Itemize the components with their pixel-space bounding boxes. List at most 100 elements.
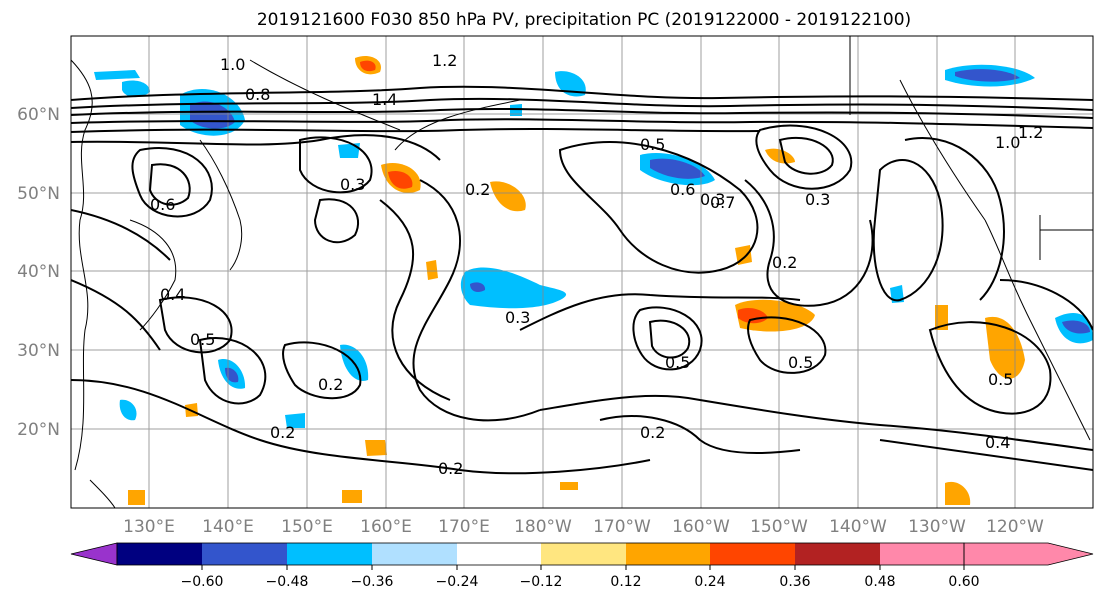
longitude-labels: 130°E 140°E 150°E 160°E 170°E 180°W 170°…: [123, 517, 1044, 537]
colorbar-segment: [117, 543, 202, 565]
contour-label: 0.5: [665, 353, 690, 372]
map-frame: [70, 35, 1094, 509]
precip-area: [490, 181, 526, 212]
precip-area: [94, 70, 140, 80]
contour-label: 0.8: [245, 85, 270, 104]
contour-label: 0.2: [270, 423, 295, 442]
colorbar-tick-label: 0.24: [694, 574, 725, 590]
colorbar-segment: [795, 543, 880, 565]
contour-label: 0.3: [700, 190, 725, 209]
precip-area: [955, 69, 1020, 82]
colorbar-tick-label: 0.12: [610, 574, 641, 590]
precip-area: [128, 490, 145, 505]
precip-area: [738, 307, 768, 324]
colorbar-tick-label: −0.48: [266, 574, 309, 590]
lat-label: 20°N: [17, 420, 60, 440]
precip-area: [122, 80, 150, 98]
lon-label: 130°E: [123, 517, 175, 537]
contour-labels: 1.0 1.2 0.8 0.6 0.4 1.4 0.5 0.3 0.2 0.5 …: [150, 51, 1043, 478]
lat-label: 60°N: [17, 105, 60, 125]
lat-label: 30°N: [17, 341, 60, 361]
lon-label: 120°W: [986, 517, 1044, 537]
lon-label: 180°W: [514, 517, 572, 537]
contour-label: 0.5: [788, 353, 813, 372]
colorbar-tick-label: 0.48: [864, 574, 895, 590]
colorbar-segment: [202, 543, 287, 565]
contour-label: 0.5: [640, 135, 665, 154]
contour-label: 0.5: [988, 370, 1013, 389]
lon-label: 170°W: [593, 517, 651, 537]
contour-label: 1.2: [432, 51, 457, 70]
lat-label: 40°N: [17, 262, 60, 282]
colorbar-segment: [541, 543, 626, 565]
precip-area: [119, 399, 137, 421]
precip-area: [945, 481, 971, 505]
colorbar-segment: [372, 543, 457, 565]
lon-label: 160°E: [360, 517, 412, 537]
contour-label: 0.5: [190, 330, 215, 349]
contour-label: 0.6: [670, 180, 695, 199]
contour-label: 1.0: [220, 55, 245, 74]
lon-label: 140°W: [829, 517, 887, 537]
precip-area: [388, 170, 413, 189]
colorbar-tick-label: 0.36: [779, 574, 810, 590]
map-panel: 1.0 1.2 0.8 0.6 0.4 1.4 0.5 0.3 0.2 0.5 …: [70, 35, 1094, 509]
precip-area: [365, 440, 387, 456]
contour-label: 0.3: [340, 175, 365, 194]
colorbar-segment: [457, 543, 541, 565]
colorbar-min-extend: [70, 542, 118, 566]
lon-label: 160°W: [672, 517, 730, 537]
colorbar-segment: [880, 543, 964, 565]
contour-label: 0.6: [150, 195, 175, 214]
colorbar-max-extend: [963, 542, 1094, 566]
contour-label: 1.0: [995, 133, 1020, 152]
contour-label: 0.2: [318, 375, 343, 394]
colorbar-tick-label: −0.24: [436, 574, 479, 590]
colorbar-segment: [626, 543, 710, 565]
precip-area: [1062, 320, 1090, 334]
precip-area: [890, 285, 904, 303]
precip-area: [285, 413, 305, 428]
colorbar-tick-label: −0.36: [351, 574, 394, 590]
lon-label: 130°W: [908, 517, 966, 537]
precip-area: [735, 299, 815, 332]
colorbar-segment: [287, 543, 372, 565]
contour-label: 0.3: [505, 308, 530, 327]
precip-area: [360, 60, 376, 72]
contour-label: 0.3: [805, 190, 830, 209]
precip-area: [650, 158, 705, 179]
precip-shading: [94, 55, 1093, 505]
contour-label: 0.4: [985, 433, 1010, 452]
lon-label: 150°W: [750, 517, 808, 537]
contour-label: 0.2: [465, 180, 490, 199]
contour-label: 0.2: [772, 253, 797, 272]
precip-area: [342, 490, 362, 503]
colorbar-tick-label: −0.12: [520, 574, 563, 590]
map-title: 2019121600 F030 850 hPa PV, precipitatio…: [257, 10, 911, 30]
colorbar-segment: [710, 543, 795, 565]
contour-label: 1.2: [1018, 123, 1043, 142]
colorbar-ticks: [201, 565, 965, 570]
precip-area: [560, 482, 578, 490]
lon-label: 150°E: [281, 517, 333, 537]
precip-area: [338, 143, 360, 158]
coastlines: [71, 36, 1093, 508]
pv-contours: [71, 85, 1093, 475]
contour-label: 0.2: [438, 459, 463, 478]
lon-label: 170°E: [438, 517, 490, 537]
contour-label: 0.7: [710, 193, 735, 212]
precip-area: [460, 267, 567, 309]
contour-label: 0.2: [640, 423, 665, 442]
colorbar-tick-label: 0.60: [948, 574, 979, 590]
precip-area: [765, 148, 795, 164]
precip-area: [735, 245, 752, 265]
precip-area: [470, 282, 486, 292]
precip-area: [935, 305, 948, 330]
contour-label: 0.4: [160, 285, 185, 304]
colorbar-tick-label: −0.60: [181, 574, 224, 590]
lat-label: 50°N: [17, 184, 60, 204]
colorbar: −0.60 −0.48 −0.36 −0.24 −0.12 0.12 0.24 …: [70, 542, 1094, 590]
latitude-labels: 60°N 50°N 40°N 30°N 20°N: [17, 105, 60, 440]
precip-area: [426, 260, 438, 280]
